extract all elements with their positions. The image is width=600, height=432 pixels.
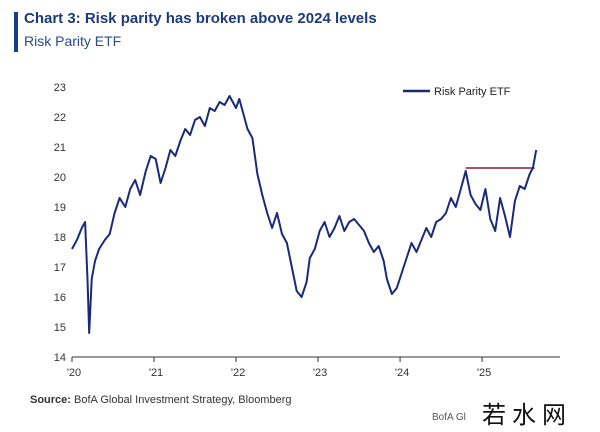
y-tick-label: 14	[54, 352, 66, 364]
x-tick-label: '22	[231, 367, 245, 379]
watermark-logo: 若水网	[482, 401, 572, 429]
source-text: BofA Global Investment Strategy, Bloombe…	[70, 394, 292, 406]
y-axis: 14 15 16 17 18 19 20 21 22 23	[54, 82, 66, 364]
y-tick-label: 16	[54, 292, 66, 304]
y-tick-label: 22	[54, 112, 66, 124]
y-tick-label: 19	[54, 202, 66, 214]
footer-partial-text: BofA Gl	[432, 412, 466, 423]
y-tick-label: 21	[54, 142, 66, 154]
legend: Risk Parity ETF	[403, 86, 511, 98]
chart-title: Chart 3: Risk parity has broken above 20…	[24, 10, 377, 27]
x-tick-label: '20	[67, 367, 81, 379]
y-tick-label: 23	[54, 82, 66, 94]
y-tick-label: 17	[54, 262, 66, 274]
y-tick-label: 15	[54, 322, 66, 334]
y-tick-label: 18	[54, 232, 66, 244]
x-tick-label: '25	[477, 367, 491, 379]
y-tick-label: 20	[54, 172, 66, 184]
x-tick-label: '21	[149, 367, 163, 379]
x-tick-label: '23	[313, 367, 327, 379]
series-layer	[71, 95, 538, 334]
source-label: Source:	[30, 394, 71, 406]
chart-subtitle: Risk Parity ETF	[24, 33, 122, 49]
series-line-risk-parity-etf	[71, 95, 538, 334]
legend-label: Risk Parity ETF	[434, 86, 511, 98]
source-note: Source: BofA Global Investment Strategy,…	[30, 394, 292, 406]
title-accent-bar	[14, 12, 18, 52]
x-axis: '20 '21 '22 '23 '24 '25	[67, 356, 560, 379]
x-tick-label: '24	[395, 367, 409, 379]
